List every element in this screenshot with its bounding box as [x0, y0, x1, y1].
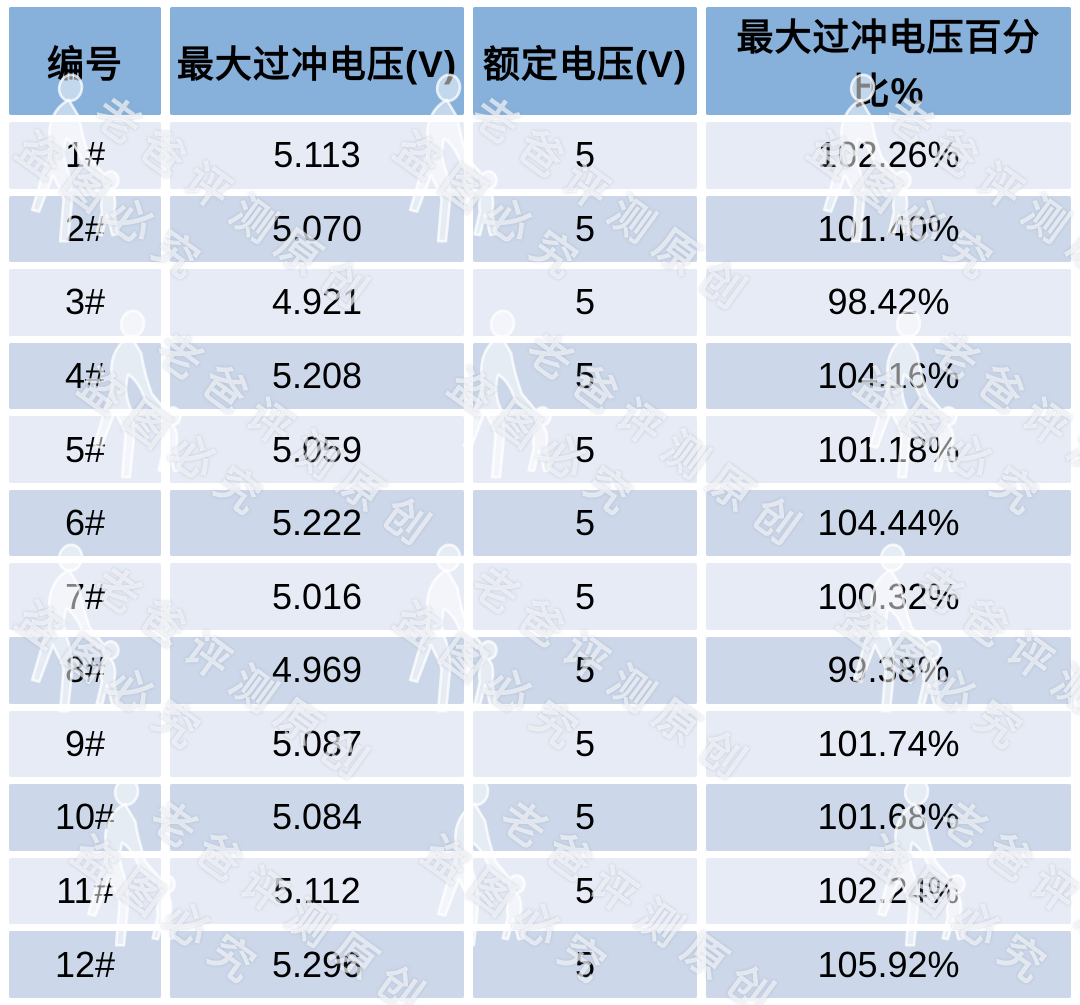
cell-overshoot-percent: 102.24% [706, 857, 1071, 925]
table-row: 5# 5.059 5 101.18% [9, 416, 1071, 483]
cell-max-overshoot-voltage: 5.059 [170, 416, 464, 483]
cell-id: 7# [9, 563, 161, 631]
cell-overshoot-percent: 98.42% [706, 269, 1071, 336]
cell-rated-voltage: 5 [473, 489, 697, 557]
cell-overshoot-percent: 102.26% [706, 122, 1071, 189]
cell-max-overshoot-voltage: 5.296 [170, 931, 464, 998]
cell-overshoot-percent: 105.92% [706, 931, 1071, 998]
cell-id: 10# [9, 784, 161, 851]
cell-max-overshoot-voltage: 5.087 [170, 710, 464, 778]
cell-overshoot-percent: 100.32% [706, 563, 1071, 631]
cell-rated-voltage: 5 [473, 342, 697, 410]
cell-rated-voltage: 5 [473, 195, 697, 263]
table-row: 9# 5.087 5 101.74% [9, 710, 1071, 778]
cell-id: 12# [9, 931, 161, 998]
cell-id: 8# [9, 637, 161, 704]
table-row: 4# 5.208 5 104.16% [9, 342, 1071, 410]
cell-rated-voltage: 5 [473, 710, 697, 778]
cell-id: 2# [9, 195, 161, 263]
table-row: 10# 5.084 5 101.68% [9, 784, 1071, 851]
col-header-overshoot-percent: 最大过冲电压百分比% [706, 7, 1071, 115]
cell-rated-voltage: 5 [473, 931, 697, 998]
cell-id: 9# [9, 710, 161, 778]
col-header-id: 编号 [9, 7, 161, 115]
cell-max-overshoot-voltage: 5.084 [170, 784, 464, 851]
cell-max-overshoot-voltage: 4.921 [170, 269, 464, 336]
cell-overshoot-percent: 101.18% [706, 416, 1071, 483]
table-row: 8# 4.969 5 99.38% [9, 637, 1071, 704]
cell-max-overshoot-voltage: 5.113 [170, 122, 464, 189]
table-row: 11# 5.112 5 102.24% [9, 857, 1071, 925]
cell-overshoot-percent: 99.38% [706, 637, 1071, 704]
header-row: 编号 最大过冲电压(V) 额定电压(V) 最大过冲电压百分比% [9, 7, 1071, 115]
cell-rated-voltage: 5 [473, 416, 697, 483]
cell-overshoot-percent: 101.68% [706, 784, 1071, 851]
cell-max-overshoot-voltage: 4.969 [170, 637, 464, 704]
table-row: 12# 5.296 5 105.92% [9, 931, 1071, 998]
table-row: 6# 5.222 5 104.44% [9, 489, 1071, 557]
cell-id: 11# [9, 857, 161, 925]
col-header-rated-voltage: 额定电压(V) [473, 7, 697, 115]
cell-max-overshoot-voltage: 5.222 [170, 489, 464, 557]
cell-rated-voltage: 5 [473, 122, 697, 189]
cell-rated-voltage: 5 [473, 269, 697, 336]
cell-rated-voltage: 5 [473, 637, 697, 704]
cell-max-overshoot-voltage: 5.016 [170, 563, 464, 631]
table-row: 2# 5.070 5 101.40% [9, 195, 1071, 263]
cell-max-overshoot-voltage: 5.208 [170, 342, 464, 410]
col-header-max-overshoot-voltage: 最大过冲电压(V) [170, 7, 464, 115]
cell-max-overshoot-voltage: 5.070 [170, 195, 464, 263]
table-row: 7# 5.016 5 100.32% [9, 563, 1071, 631]
table-row: 1# 5.113 5 102.26% [9, 122, 1071, 189]
cell-id: 1# [9, 122, 161, 189]
cell-overshoot-percent: 104.16% [706, 342, 1071, 410]
cell-id: 3# [9, 269, 161, 336]
cell-overshoot-percent: 104.44% [706, 489, 1071, 557]
cell-rated-voltage: 5 [473, 784, 697, 851]
cell-overshoot-percent: 101.74% [706, 710, 1071, 778]
cell-max-overshoot-voltage: 5.112 [170, 857, 464, 925]
cell-rated-voltage: 5 [473, 857, 697, 925]
cell-rated-voltage: 5 [473, 563, 697, 631]
cell-id: 6# [9, 489, 161, 557]
cell-id: 5# [9, 416, 161, 483]
table-row: 3# 4.921 5 98.42% [9, 269, 1071, 336]
cell-overshoot-percent: 101.40% [706, 195, 1071, 263]
cell-id: 4# [9, 342, 161, 410]
